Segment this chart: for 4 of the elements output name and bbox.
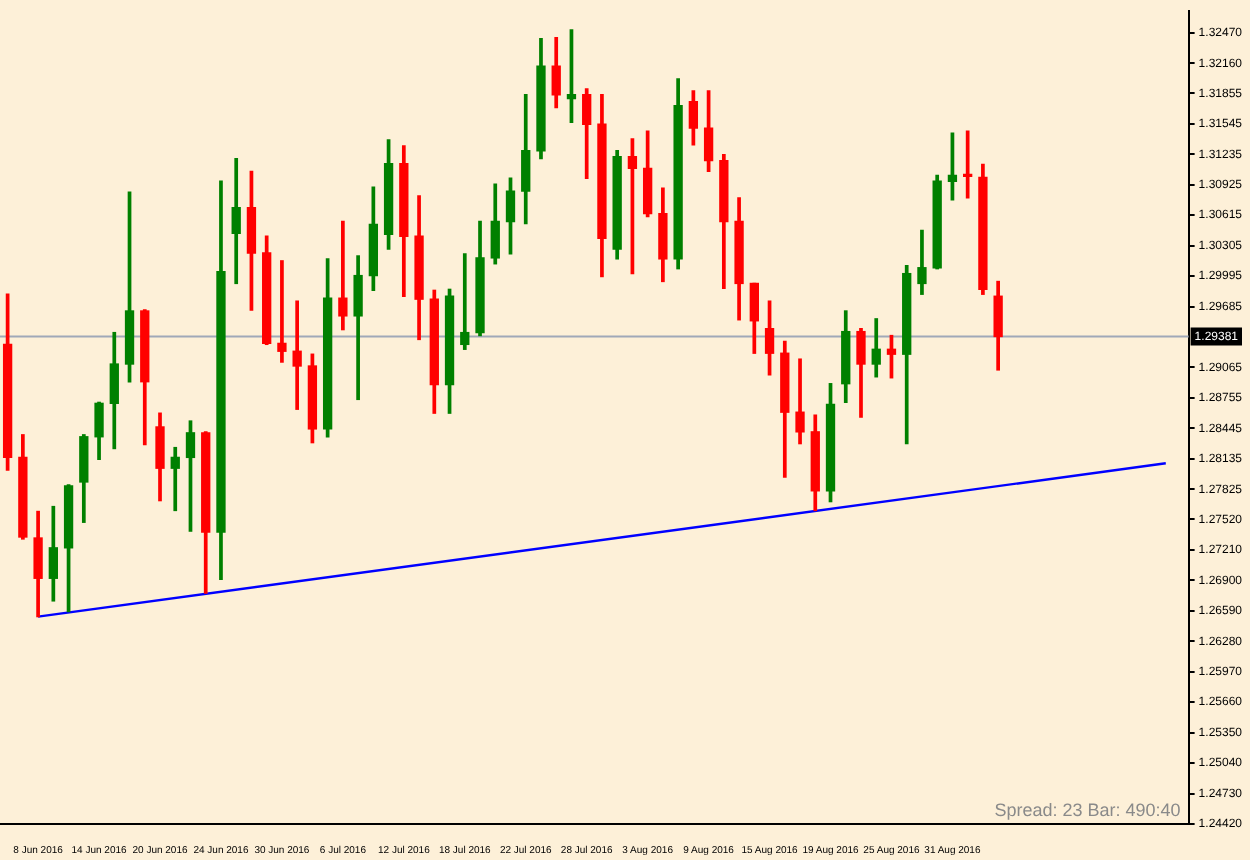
candlestick (460, 253, 470, 350)
candlestick (277, 260, 287, 363)
candlestick (292, 300, 302, 410)
annotation: Spread: 23 Bar: 490:40 (994, 799, 1181, 820)
